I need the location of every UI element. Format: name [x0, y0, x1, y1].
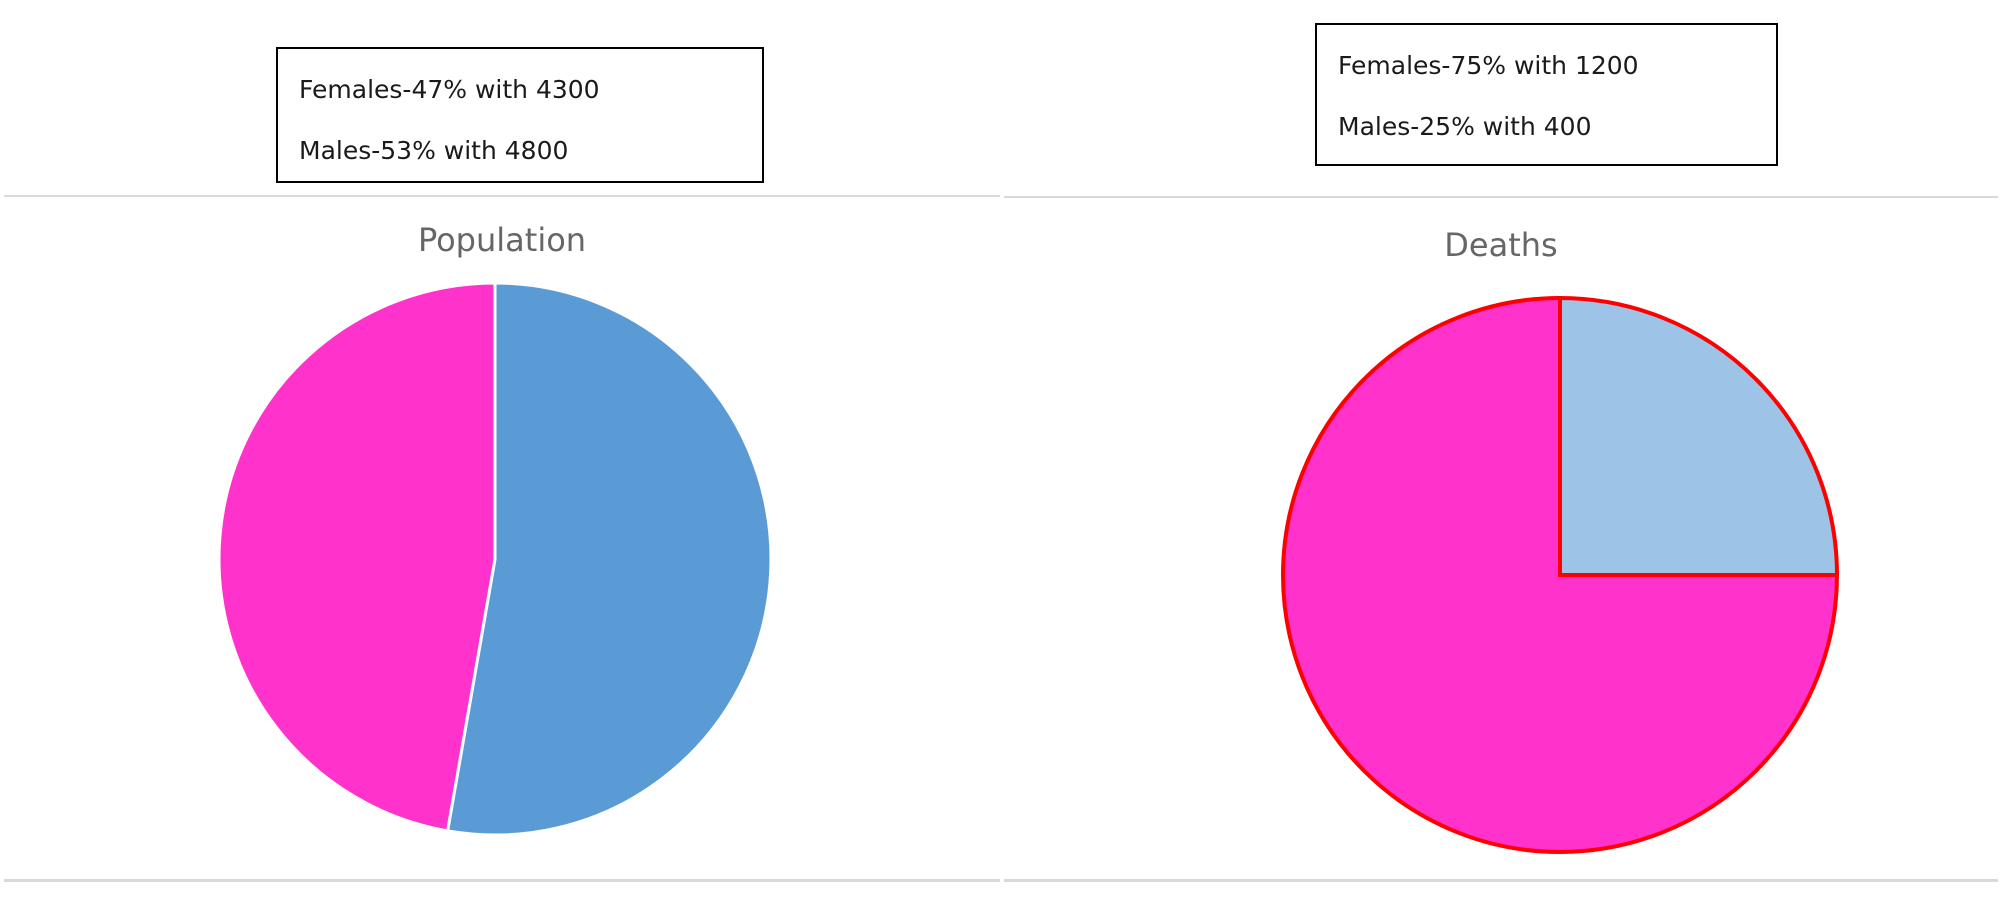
population-note-males: Males-53% with 4800 — [299, 136, 569, 165]
population-note-females: Females-47% with 4300 — [299, 75, 600, 104]
deaths-note-females: Females-75% with 1200 — [1338, 51, 1639, 80]
population-pie — [217, 281, 773, 837]
population-slice-females — [217, 281, 497, 833]
deaths-slice-males — [1558, 295, 1840, 577]
deaths-chart: Deaths — [1004, 196, 1998, 882]
population-chart-title: Population — [417, 221, 587, 259]
deaths-note-box: Females-75% with 1200 Males-25% with 400 — [1315, 23, 1778, 166]
deaths-note-males: Males-25% with 400 — [1338, 112, 1592, 141]
deaths-slice-females — [1281, 295, 1840, 854]
deaths-pie — [1281, 295, 1840, 854]
population-slice-males — [445, 281, 773, 837]
population-chart: Population — [4, 195, 1000, 882]
deaths-chart-title: Deaths — [1444, 226, 1558, 264]
population-note-box: Females-47% with 4300 Males-53% with 480… — [276, 47, 764, 183]
